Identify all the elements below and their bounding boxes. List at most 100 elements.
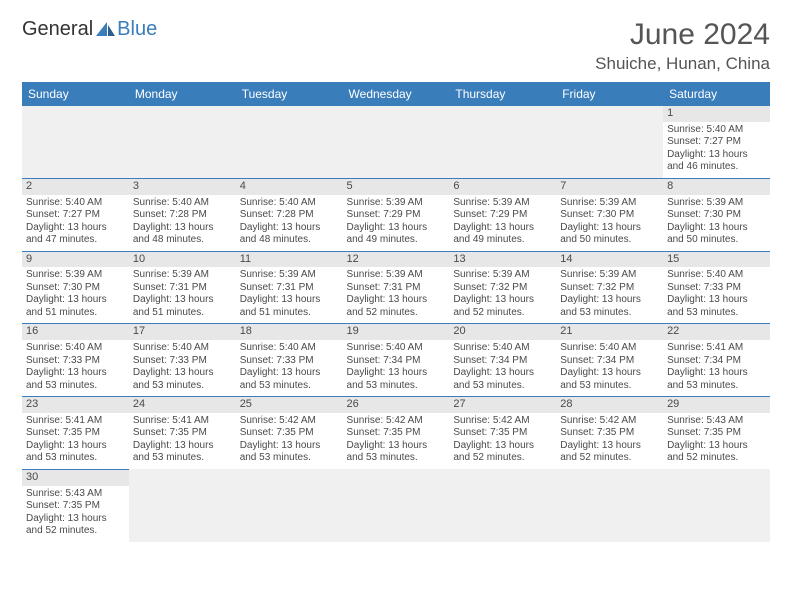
calendar-day-cell: 7 Sunrise: 5:39 AMSunset: 7:30 PMDaylight…: [556, 178, 663, 251]
sunrise-line: Sunrise: 5:40 AM: [560, 342, 659, 355]
weekday-header: Wednesday: [343, 82, 450, 106]
daylight-line: Daylight: 13 hours and 53 minutes.: [560, 367, 659, 392]
month-title: June 2024: [595, 18, 770, 52]
day-number: 7: [556, 179, 663, 195]
day-number: 23: [22, 397, 129, 413]
day-number: 22: [663, 324, 770, 340]
calendar-day-cell: 19Sunrise: 5:40 AMSunset: 7:34 PMDayligh…: [343, 324, 450, 397]
sunset-line: Sunset: 7:34 PM: [347, 355, 446, 368]
day-number: 17: [129, 324, 236, 340]
calendar-day-cell: 4 Sunrise: 5:40 AMSunset: 7:28 PMDaylight…: [236, 178, 343, 251]
sunrise-line: Sunrise: 5:40 AM: [133, 197, 232, 210]
header: General Blue June 2024 Shuiche, Hunan, C…: [22, 18, 770, 74]
weekday-header: Thursday: [449, 82, 556, 106]
calendar-day-cell: 26 Sunrise: 5:42 AMSunset: 7:35 PMDayligh…: [343, 397, 450, 470]
sunset-line: Sunset: 7:33 PM: [133, 355, 232, 368]
sunset-line: Sunset: 7:35 PM: [26, 500, 125, 513]
calendar-day-cell: [236, 469, 343, 541]
sunset-line: Sunset: 7:30 PM: [26, 282, 125, 295]
sunrise-line: Sunrise: 5:39 AM: [560, 269, 659, 282]
daylight-line: Daylight: 13 hours and 53 minutes.: [560, 294, 659, 319]
calendar-day-cell: 1Sunrise: 5:40 AMSunset: 7:27 PMDaylight…: [663, 106, 770, 178]
daylight-line: Daylight: 13 hours and 53 minutes.: [667, 294, 766, 319]
weekday-header: Tuesday: [236, 82, 343, 106]
calendar-day-cell: 16Sunrise: 5:40 AMSunset: 7:33 PMDayligh…: [22, 324, 129, 397]
calendar-day-cell: 5Sunrise: 5:39 AMSunset: 7:29 PMDaylight…: [343, 178, 450, 251]
sunrise-line: Sunrise: 5:43 AM: [667, 415, 766, 428]
logo-text-1: General: [22, 18, 93, 41]
calendar-day-cell: 20Sunrise: 5:40 AMSunset: 7:34 PMDayligh…: [449, 324, 556, 397]
daylight-line: Daylight: 13 hours and 53 minutes.: [26, 367, 125, 392]
daylight-line: Daylight: 13 hours and 52 minutes.: [453, 294, 552, 319]
sunset-line: Sunset: 7:35 PM: [560, 427, 659, 440]
day-number: 27: [449, 397, 556, 413]
calendar-week-row: 2Sunrise: 5:40 AMSunset: 7:27 PMDaylight…: [22, 178, 770, 251]
sunrise-line: Sunrise: 5:40 AM: [240, 197, 339, 210]
sunset-line: Sunset: 7:33 PM: [667, 282, 766, 295]
calendar-day-cell: 13Sunrise: 5:39 AMSunset: 7:32 PMDayligh…: [449, 251, 556, 324]
sunset-line: Sunset: 7:30 PM: [667, 209, 766, 222]
sunset-line: Sunset: 7:33 PM: [26, 355, 125, 368]
sunrise-line: Sunrise: 5:42 AM: [347, 415, 446, 428]
daylight-line: Daylight: 13 hours and 48 minutes.: [240, 222, 339, 247]
sunset-line: Sunset: 7:35 PM: [347, 427, 446, 440]
day-number: 20: [449, 324, 556, 340]
sunset-line: Sunset: 7:35 PM: [667, 427, 766, 440]
day-number: 11: [236, 252, 343, 268]
sunrise-line: Sunrise: 5:39 AM: [133, 269, 232, 282]
daylight-line: Daylight: 13 hours and 53 minutes.: [26, 440, 125, 465]
daylight-line: Daylight: 13 hours and 50 minutes.: [560, 222, 659, 247]
day-number: 3: [129, 179, 236, 195]
sunset-line: Sunset: 7:28 PM: [133, 209, 232, 222]
sunrise-line: Sunrise: 5:39 AM: [667, 197, 766, 210]
sunrise-line: Sunrise: 5:40 AM: [26, 197, 125, 210]
daylight-line: Daylight: 13 hours and 52 minutes.: [453, 440, 552, 465]
sunset-line: Sunset: 7:34 PM: [560, 355, 659, 368]
day-number: 8: [663, 179, 770, 195]
sunset-line: Sunset: 7:27 PM: [26, 209, 125, 222]
day-number: 21: [556, 324, 663, 340]
sunrise-line: Sunrise: 5:42 AM: [453, 415, 552, 428]
daylight-line: Daylight: 13 hours and 52 minutes.: [667, 440, 766, 465]
daylight-line: Daylight: 13 hours and 53 minutes.: [240, 440, 339, 465]
calendar-week-row: 16Sunrise: 5:40 AMSunset: 7:33 PMDayligh…: [22, 324, 770, 397]
calendar-day-cell: 23Sunrise: 5:41 AMSunset: 7:35 PMDayligh…: [22, 397, 129, 470]
sunrise-line: Sunrise: 5:40 AM: [133, 342, 232, 355]
daylight-line: Daylight: 13 hours and 53 minutes.: [133, 367, 232, 392]
calendar-table: SundayMondayTuesdayWednesdayThursdayFrid…: [22, 82, 770, 542]
weekday-header-row: SundayMondayTuesdayWednesdayThursdayFrid…: [22, 82, 770, 106]
sunrise-line: Sunrise: 5:39 AM: [26, 269, 125, 282]
sunset-line: Sunset: 7:35 PM: [26, 427, 125, 440]
day-number: 14: [556, 252, 663, 268]
sunrise-line: Sunrise: 5:39 AM: [453, 269, 552, 282]
calendar-day-cell: [449, 469, 556, 541]
daylight-line: Daylight: 13 hours and 49 minutes.: [347, 222, 446, 247]
sunrise-line: Sunrise: 5:41 AM: [133, 415, 232, 428]
calendar-day-cell: [556, 469, 663, 541]
sunrise-line: Sunrise: 5:39 AM: [453, 197, 552, 210]
calendar-day-cell: 2Sunrise: 5:40 AMSunset: 7:27 PMDaylight…: [22, 178, 129, 251]
sunrise-line: Sunrise: 5:40 AM: [240, 342, 339, 355]
calendar-day-cell: 21 Sunrise: 5:40 AMSunset: 7:34 PMDayligh…: [556, 324, 663, 397]
sunset-line: Sunset: 7:30 PM: [560, 209, 659, 222]
location: Shuiche, Hunan, China: [595, 54, 770, 74]
day-number: 13: [449, 252, 556, 268]
day-number: 4: [236, 179, 343, 195]
calendar-day-cell: 8Sunrise: 5:39 AMSunset: 7:30 PMDaylight…: [663, 178, 770, 251]
logo-sail-icon: [95, 21, 117, 39]
day-number: 26: [343, 397, 450, 413]
calendar-day-cell: [129, 469, 236, 541]
logo-text-2: Blue: [117, 18, 157, 41]
day-number: 30: [22, 470, 129, 486]
sunset-line: Sunset: 7:28 PM: [240, 209, 339, 222]
calendar-day-cell: 17 Sunrise: 5:40 AMSunset: 7:33 PMDayligh…: [129, 324, 236, 397]
daylight-line: Daylight: 13 hours and 53 minutes.: [347, 440, 446, 465]
calendar-day-cell: [343, 106, 450, 178]
calendar-day-cell: 24Sunrise: 5:41 AMSunset: 7:35 PMDayligh…: [129, 397, 236, 470]
calendar-day-cell: 3Sunrise: 5:40 AMSunset: 7:28 PMDaylight…: [129, 178, 236, 251]
calendar-day-cell: 22Sunrise: 5:41 AMSunset: 7:34 PMDayligh…: [663, 324, 770, 397]
sunrise-line: Sunrise: 5:39 AM: [347, 197, 446, 210]
sunset-line: Sunset: 7:27 PM: [667, 136, 766, 149]
day-number: 25: [236, 397, 343, 413]
sunrise-line: Sunrise: 5:39 AM: [560, 197, 659, 210]
